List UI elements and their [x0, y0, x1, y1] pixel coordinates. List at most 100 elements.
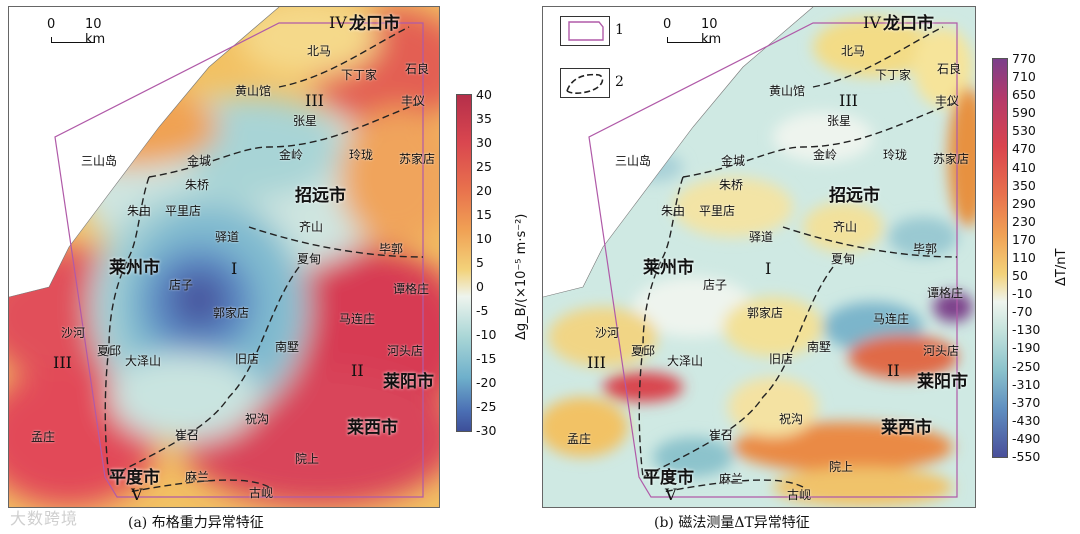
magnetic-tick-17: -250 [1012, 358, 1041, 374]
gravity-tick-4: 20 [476, 183, 492, 198]
place-shahe: 沙河 [61, 326, 86, 340]
place-bideng: 毕郭 [379, 242, 404, 256]
place-zhangxing: 张星 [827, 114, 852, 128]
scale-line [51, 37, 95, 43]
zone-boundaries [104, 26, 424, 493]
gravity-tick-0: 40 [476, 87, 492, 102]
magnetic-tick-21: -490 [1012, 430, 1041, 446]
place-pingdu: 平度市 [109, 468, 160, 488]
place-zhuyou: 朱由 [127, 204, 152, 218]
magnetic-tick-19: -370 [1012, 394, 1041, 410]
place-nanshu: 南墅 [807, 340, 832, 354]
scale-distance-label: 10 km [701, 17, 722, 47]
gravity-field-blobs [9, 7, 439, 507]
magnetic-tick-11: 110 [1012, 250, 1036, 265]
gravity-tick-8: 0 [476, 279, 484, 294]
place-beima: 北马 [841, 44, 866, 58]
place-fengyi: 丰仪 [935, 94, 960, 108]
caption-magnetic: (b) 磁法测量ΔT异常特征 [654, 515, 810, 531]
gravity-anomaly-map [9, 7, 439, 507]
study-area-boundary [54, 22, 424, 498]
place-xiadian: 夏甸 [297, 252, 322, 266]
place-sanshandao: 三山岛 [81, 154, 118, 168]
zone-label-i: I [231, 259, 238, 278]
place-zhaoyuan: 招远市 [829, 186, 880, 206]
sea-area [543, 7, 813, 297]
gravity-tick-11: -15 [476, 351, 497, 366]
zone-label-ii: II [351, 361, 364, 380]
scale-distance-label: 10 km [85, 17, 106, 47]
legend-zone-boundary-symbol [560, 68, 610, 98]
place-guxian: 古岘 [787, 488, 812, 502]
place-guojiadian: 郭家店 [213, 306, 250, 320]
place-zhuqiao: 朱桥 [719, 178, 744, 192]
place-hetoudian: 河头店 [923, 344, 960, 358]
place-laiyang: 莱阳市 [383, 372, 434, 392]
gravity-colorbar-title: Δg_B/(×10⁻⁵ m·s⁻²) [514, 213, 529, 340]
place-dazeshan: 大泽山 [125, 354, 162, 368]
study-area-boundary [588, 22, 958, 498]
legend-study-boundary-symbol [560, 16, 610, 46]
zone-label-v: V [131, 485, 143, 504]
zone-label-iv: IV [329, 13, 347, 32]
gravity-tick-9: -5 [476, 303, 489, 318]
place-zhuyou: 朱由 [661, 204, 686, 218]
magnetic-tick-16: -190 [1012, 340, 1041, 356]
place-laiyang: 莱阳市 [917, 372, 968, 392]
gravity-map-panel: 0 10 km 龙口市 IV 北马 下丁家 石良 黄山馆 III 丰仪 张星 三… [8, 6, 440, 508]
watermark-text: 大数跨境 [10, 509, 79, 528]
magnetic-tick-14: -70 [1012, 304, 1033, 320]
gravity-tick-12: -20 [476, 375, 497, 390]
place-cuizhao: 崔召 [709, 428, 734, 442]
magnetic-tick-1: 710 [1012, 69, 1036, 85]
place-jiudian: 旧店 [769, 352, 794, 366]
place-shiliang: 石良 [937, 62, 962, 76]
place-malan: 麻兰 [719, 472, 744, 486]
place-longkou: 龙口市 [349, 14, 400, 34]
place-zhugou: 祝沟 [779, 412, 804, 426]
place-jinling: 金岭 [813, 148, 838, 162]
place-xiadingjia: 下丁家 [341, 68, 378, 82]
magnetic-anomaly-map [543, 7, 975, 507]
place-jincheng: 金城 [721, 154, 746, 168]
place-nanshu: 南墅 [275, 340, 300, 354]
magnetic-tick-6: 410 [1012, 159, 1036, 175]
place-bideng: 毕郭 [913, 242, 938, 256]
place-dazeshan: 大泽山 [667, 354, 704, 368]
magnetic-map-panel: 0 10 km 龙口市 IV 北马 下丁家 石良 黄山馆 III 丰仪 张星 三… [542, 6, 976, 508]
magnetic-tick-15: -130 [1012, 322, 1041, 338]
magnetic-tick-22: -550 [1012, 449, 1041, 464]
magnetic-tick-20: -430 [1012, 412, 1041, 428]
gravity-tick-2: 30 [476, 135, 492, 150]
place-pinglidian: 平里店 [699, 204, 736, 218]
place-guojiadian: 郭家店 [747, 306, 784, 320]
place-fengyi: 丰仪 [401, 94, 426, 108]
place-yidao: 驿道 [215, 230, 240, 244]
scale-zero-label: 0 [663, 17, 672, 32]
gravity-tick-3: 25 [476, 159, 492, 174]
magnetic-tick-3: 590 [1012, 105, 1036, 121]
place-mengzhuang: 孟庄 [31, 430, 56, 444]
place-laizhou: 莱州市 [643, 258, 694, 278]
place-dianzi: 店子 [703, 278, 728, 292]
place-yidao: 驿道 [749, 230, 774, 244]
place-jiudian: 旧店 [235, 352, 260, 366]
gravity-tick-14: -30 [476, 423, 497, 438]
place-xiaqiu: 夏邱 [631, 344, 656, 358]
magnetic-tick-8: 290 [1012, 195, 1036, 211]
zone-label-v: V [665, 485, 677, 504]
scale-zero-label: 0 [47, 17, 56, 32]
zone-label-iii-west: III [587, 353, 606, 372]
place-mengzhuang: 孟庄 [567, 432, 592, 446]
place-zhugou: 祝沟 [245, 412, 270, 426]
zone-boundaries [638, 26, 958, 493]
place-longkou: 龙口市 [883, 14, 934, 34]
place-xiadian: 夏甸 [831, 252, 856, 266]
magnetic-colorbar-title: ΔT/nT [1054, 248, 1069, 286]
zone-label-ii: II [887, 361, 900, 380]
place-sujiadian: 苏家店 [933, 152, 970, 166]
magnetic-tick-18: -310 [1012, 376, 1041, 392]
zone-label-iii-west: III [53, 353, 72, 372]
place-malianzhuang: 马连庄 [873, 312, 910, 326]
place-zhangxing: 张星 [293, 114, 318, 128]
